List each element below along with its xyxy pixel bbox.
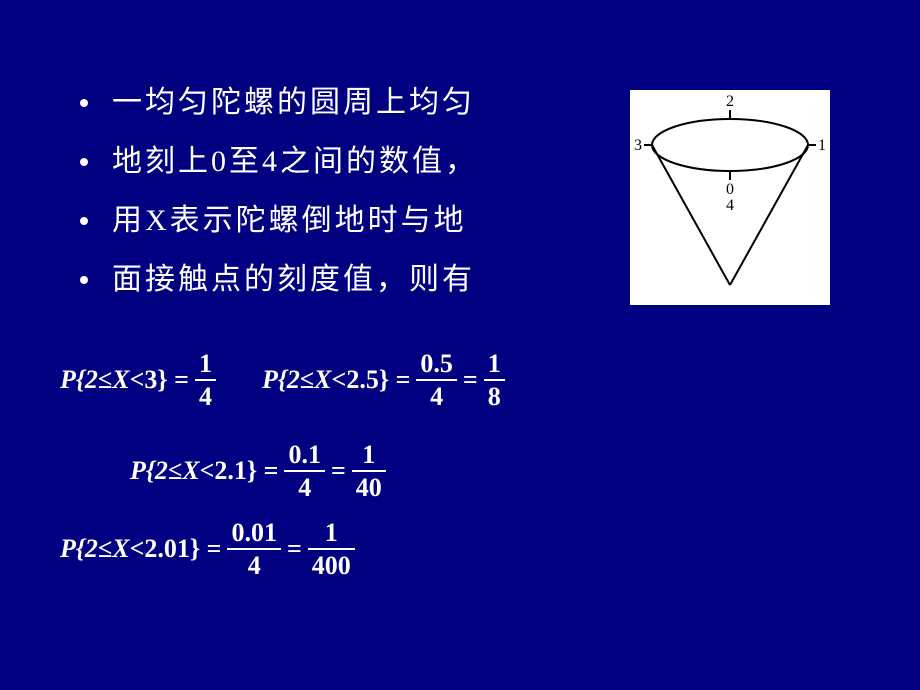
formula-row: P{2 ≤ X < 3} = 1 4 P{2 ≤ X < 2.5} = [60,350,860,411]
bullet-icon [80,158,88,166]
fraction: 0.1 4 [284,441,325,502]
bullet-item: 地刻上0至4之间的数值， [80,139,600,184]
f2-ub: 2.5} = [346,365,410,395]
frac-num: 0.5 [416,350,457,377]
f3-ub: 2.1} = [214,456,278,486]
frac-den: 400 [308,552,355,579]
f4-pre: P{2 [60,534,98,564]
bullet-text: 地刻上0至4之间的数值， [112,139,478,184]
leq-symbol: ≤ [300,365,314,395]
f3-var: X [182,456,199,486]
frac-bar [195,379,216,381]
diagram-label-right: 1 [818,137,826,154]
eq-symbol: = [287,534,302,564]
formula-4: P{2 ≤ X < 2.01} = 0.01 4 = 1 400 [60,519,361,580]
frac-num: 1 [484,350,505,377]
fraction: 0.01 4 [227,519,281,580]
lt-symbol: < [200,456,215,486]
frac-num: 0.1 [284,441,325,468]
f1-pre: P{2 [60,365,98,395]
frac-den: 4 [426,383,447,410]
formula-2: P{2 ≤ X < 2.5} = 0.5 4 = 1 8 [262,350,511,411]
leq-symbol: ≤ [98,365,112,395]
eq-symbol: = [463,365,478,395]
cone-icon: 2 1 3 0 4 [630,90,830,305]
frac-bar [227,548,281,550]
formula-row: P{2 ≤ X < 2.1} = 0.1 4 = 1 40 [130,441,860,502]
eq-symbol: = [331,456,346,486]
frac-den: 40 [352,474,386,501]
diagram-label-center-bottom: 4 [726,197,734,214]
bullet-text: 面接触点的刻度值，则有 [112,257,475,302]
leq-symbol: ≤ [168,456,182,486]
frac-den: 4 [244,552,265,579]
formula-row: P{2 ≤ X < 2.01} = 0.01 4 = 1 400 [60,519,860,580]
f1-ub: 3} = [144,365,189,395]
top-diagram: 2 1 3 0 4 [630,90,830,305]
lt-symbol: < [130,365,145,395]
bullet-icon [80,99,88,107]
leq-symbol: ≤ [98,534,112,564]
f3-pre: P{2 [130,456,168,486]
frac-num: 1 [358,441,379,468]
diagram-label-top: 2 [726,93,734,110]
bullet-item: 用X表示陀螺倒地时与地 [80,198,600,243]
fraction: 1 8 [484,350,505,411]
frac-den: 4 [195,383,216,410]
bullet-icon [80,276,88,284]
frac-bar [416,379,457,381]
bullet-list: 一均匀陀螺的圆周上均匀 地刻上0至4之间的数值， 用X表示陀螺倒地时与地 面接触… [80,80,600,316]
formula-3: P{2 ≤ X < 2.1} = 0.1 4 = 1 40 [130,441,392,502]
bullet-item: 一均匀陀螺的圆周上均匀 [80,80,600,125]
f1-var: X [112,365,129,395]
bullet-text: 用X表示陀螺倒地时与地 [112,198,467,243]
lt-symbol: < [130,534,145,564]
frac-num: 1 [321,519,342,546]
lt-symbol: < [332,365,347,395]
bullet-icon [80,217,88,225]
frac-bar [308,548,355,550]
bullet-text: 一均匀陀螺的圆周上均匀 [112,80,475,125]
f2-pre: P{2 [262,365,300,395]
f2-var: X [314,365,331,395]
frac-den: 4 [294,474,315,501]
f4-var: X [112,534,129,564]
frac-num: 1 [195,350,216,377]
frac-bar [352,470,386,472]
formula-block: P{2 ≤ X < 3} = 1 4 P{2 ≤ X < 2.5} = [60,350,860,598]
f4-ub: 2.01} = [144,534,221,564]
frac-num: 0.01 [227,519,281,546]
fraction: 1 40 [352,441,386,502]
diagram-label-left: 3 [634,137,642,154]
frac-bar [284,470,325,472]
diagram-label-center-top: 0 [726,181,734,198]
slide: 一均匀陀螺的圆周上均匀 地刻上0至4之间的数值， 用X表示陀螺倒地时与地 面接触… [0,0,920,690]
fraction: 1 4 [195,350,216,411]
bullet-item: 面接触点的刻度值，则有 [80,257,600,302]
frac-bar [484,379,505,381]
formula-1: P{2 ≤ X < 3} = 1 4 [60,350,222,411]
fraction: 1 400 [308,519,355,580]
fraction: 0.5 4 [416,350,457,411]
frac-den: 8 [484,383,505,410]
